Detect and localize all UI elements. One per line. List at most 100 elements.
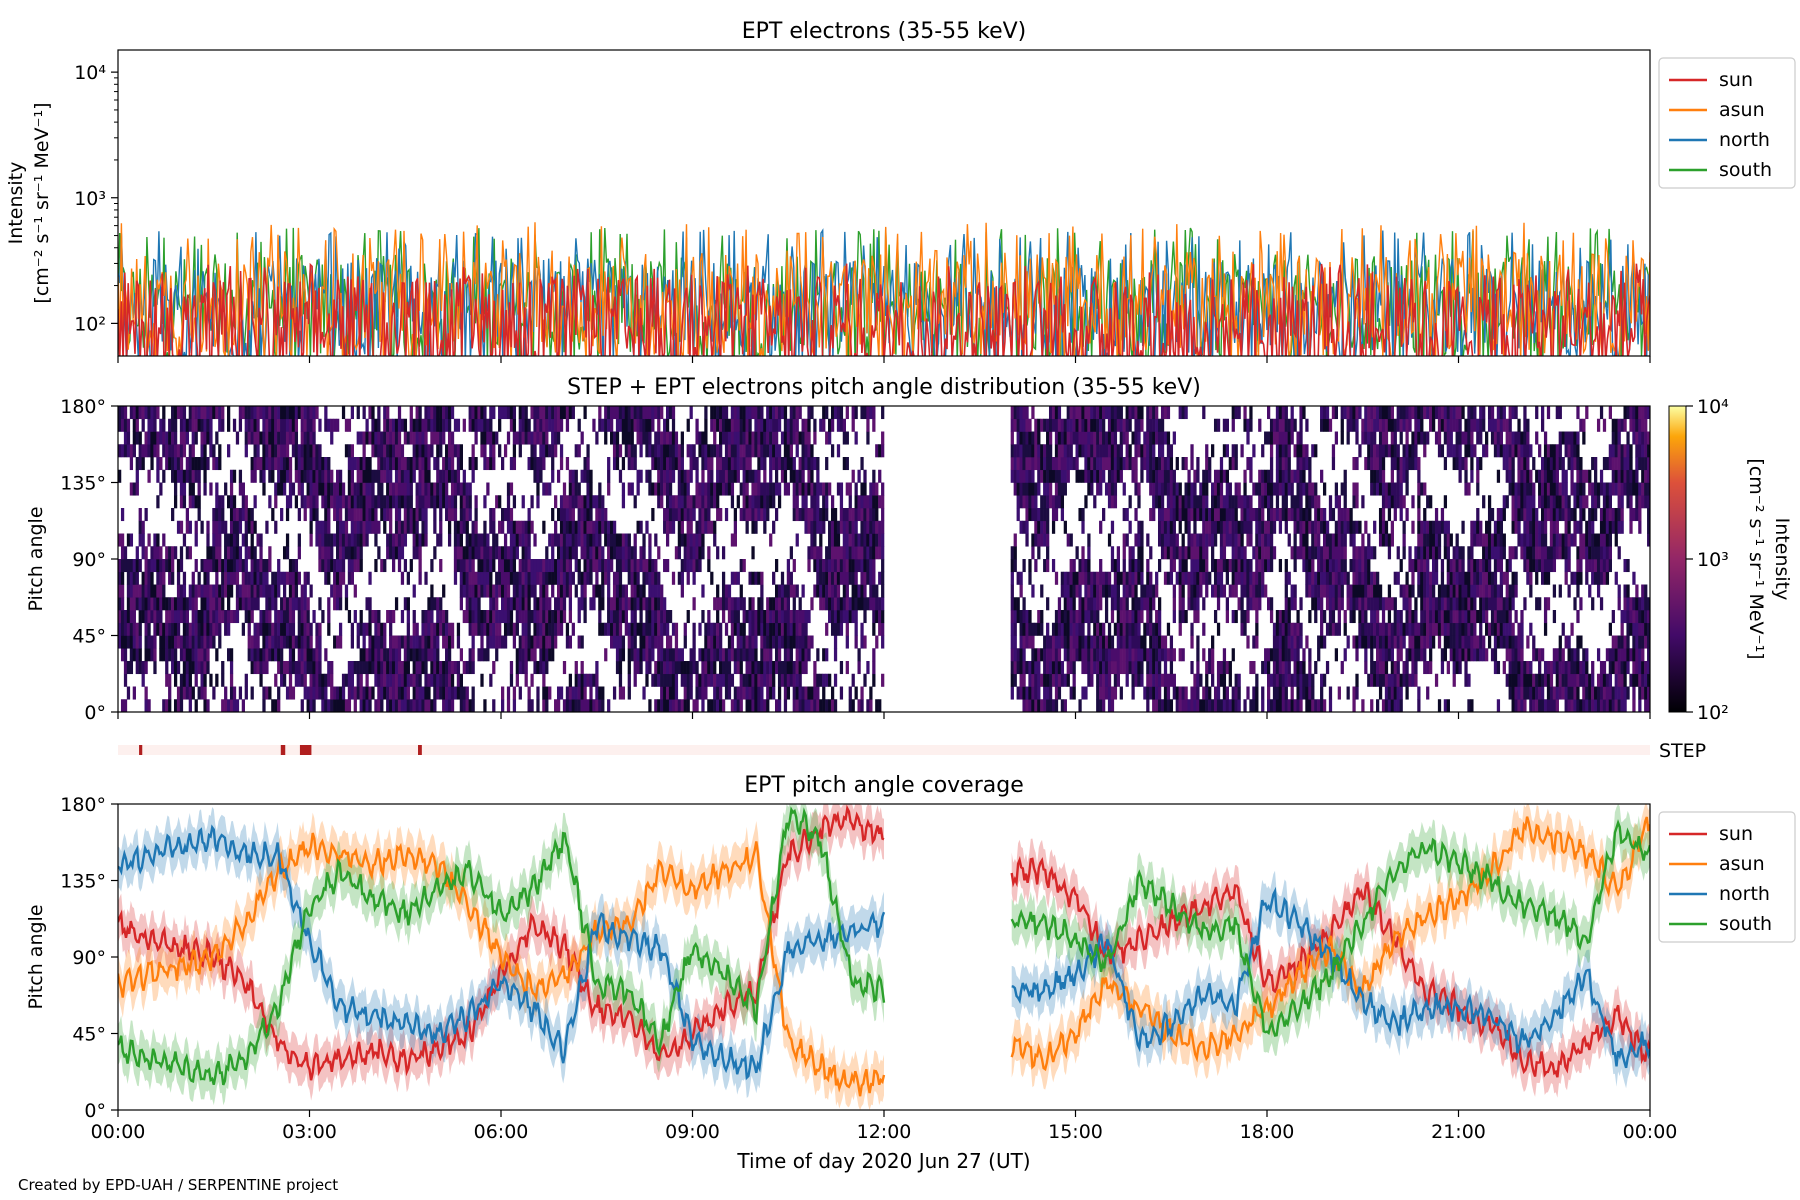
heatmap-cell xyxy=(321,533,325,547)
heatmap-cell xyxy=(1157,520,1162,534)
heatmap-cell xyxy=(1040,648,1044,662)
heatmap-cell xyxy=(807,444,811,458)
heatmap-cell xyxy=(324,495,328,509)
heatmap-cell xyxy=(365,431,369,445)
heatmap-cell xyxy=(1043,469,1047,483)
heatmap-cell xyxy=(872,418,876,432)
heatmap-cell xyxy=(285,418,290,432)
heatmap-cell xyxy=(1078,444,1082,458)
heatmap-cell xyxy=(860,699,864,712)
heatmap-cell xyxy=(1081,622,1085,636)
heatmap-cell xyxy=(583,686,587,700)
heatmap-cell xyxy=(1131,469,1135,483)
heatmap-cell xyxy=(1069,559,1073,573)
heatmap-cell xyxy=(421,495,425,509)
heatmap-cell xyxy=(559,520,564,534)
heatmap-cell xyxy=(1063,482,1067,496)
heatmap-cell xyxy=(1066,673,1070,687)
heatmap-cell xyxy=(1096,635,1100,649)
heatmap-cell xyxy=(1187,520,1191,534)
heatmap-cell xyxy=(719,635,723,649)
heatmap-cell xyxy=(677,571,682,585)
heatmap-cell xyxy=(288,495,293,509)
heatmap-cell xyxy=(462,559,466,573)
heatmap-cell xyxy=(247,622,251,636)
heatmap-cell xyxy=(129,635,134,649)
heatmap-cell xyxy=(1066,457,1070,471)
heatmap-cell xyxy=(1043,661,1047,675)
heatmap-cell xyxy=(221,584,225,598)
heatmap-cell xyxy=(589,508,593,522)
heatmap-cell xyxy=(197,622,201,636)
heatmap-cell xyxy=(825,431,829,445)
heatmap-cell xyxy=(386,648,390,662)
heatmap-cell xyxy=(639,661,643,675)
heatmap-cell xyxy=(1069,686,1073,700)
heatmap-cell xyxy=(813,495,817,509)
heatmap-cell xyxy=(232,571,237,585)
heatmap-cell xyxy=(159,431,163,445)
heatmap-cell xyxy=(412,533,416,547)
heatmap-cell xyxy=(300,610,304,624)
heatmap-cell xyxy=(173,610,178,624)
heatmap-cell xyxy=(551,622,555,636)
heatmap-cell xyxy=(1034,482,1038,496)
heatmap-cell xyxy=(271,508,275,522)
heatmap-cell xyxy=(813,520,817,534)
heatmap-cell xyxy=(327,533,331,547)
heatmap-cell xyxy=(265,686,269,700)
heatmap-cell xyxy=(586,520,590,534)
heatmap-cell xyxy=(630,482,634,496)
heatmap-cell xyxy=(489,508,493,522)
heatmap-cell xyxy=(848,597,852,611)
heatmap-cell xyxy=(869,546,873,560)
heatmap-cell xyxy=(621,597,626,611)
heatmap-cell xyxy=(1184,546,1188,560)
heatmap-cell xyxy=(280,673,284,687)
heatmap-cell xyxy=(356,508,360,522)
heatmap-cell xyxy=(330,686,334,700)
heatmap-cell xyxy=(1010,571,1014,585)
heatmap-cell xyxy=(468,457,472,471)
heatmap-cell xyxy=(144,584,148,598)
heatmap-cell xyxy=(533,431,537,445)
heatmap-cell xyxy=(1022,699,1026,712)
heatmap-cell xyxy=(442,610,446,624)
heatmap-cell xyxy=(792,661,796,675)
heatmap-cell xyxy=(445,495,449,509)
heatmap-cell xyxy=(185,457,190,471)
heatmap-cell xyxy=(238,686,243,700)
heatmap-cell xyxy=(1155,686,1159,700)
heatmap-cell xyxy=(1016,444,1020,458)
heatmap-cell xyxy=(465,482,469,496)
heatmap-cell xyxy=(1054,482,1059,496)
heatmap-cell xyxy=(668,520,673,534)
heatmap-cell xyxy=(545,622,549,636)
heatmap-cell xyxy=(707,673,711,687)
heatmap-cell xyxy=(854,610,858,624)
heatmap-cell xyxy=(580,661,584,675)
heatmap-cell xyxy=(610,559,614,573)
heatmap-cell xyxy=(789,673,793,687)
heatmap-cell xyxy=(447,508,452,522)
heatmap-cell xyxy=(1069,610,1073,624)
heatmap-cell xyxy=(1022,673,1026,687)
heatmap-cell xyxy=(244,559,248,573)
heatmap-cell xyxy=(300,648,304,662)
heatmap-cell xyxy=(536,571,540,585)
heatmap-cell xyxy=(668,686,673,700)
heatmap-cell xyxy=(418,635,422,649)
heatmap-cell xyxy=(391,559,396,573)
heatmap-cell xyxy=(577,508,581,522)
heatmap-cell xyxy=(766,431,770,445)
heatmap-cell xyxy=(247,508,251,522)
heatmap-cell xyxy=(439,686,443,700)
heatmap-cell xyxy=(194,495,198,509)
heatmap-cell xyxy=(639,418,643,432)
heatmap-cell xyxy=(468,699,472,712)
heatmap-cell xyxy=(380,444,384,458)
heatmap-cell xyxy=(253,597,257,611)
heatmap-cell xyxy=(695,469,699,483)
heatmap-cell xyxy=(495,533,499,547)
heatmap-cell xyxy=(854,686,858,700)
